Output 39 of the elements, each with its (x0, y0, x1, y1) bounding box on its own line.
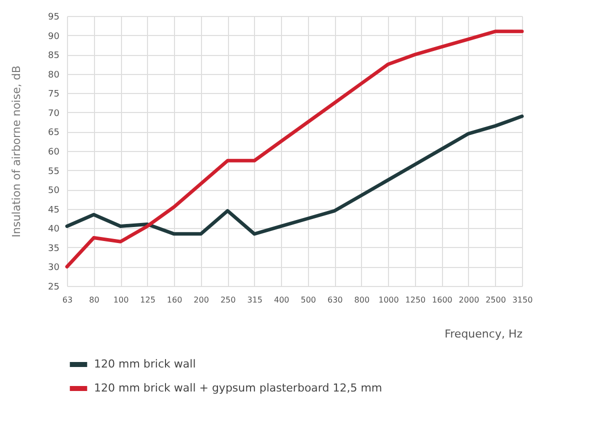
line-series (65, 114, 524, 236)
y-tick-label: 80 (48, 70, 60, 80)
x-tick-label: 160 (166, 296, 182, 304)
y-tick-label: 60 (48, 148, 60, 158)
x-tick-label: 2500 (486, 296, 506, 304)
line-series (65, 30, 524, 268)
y-tick-label: 85 (48, 51, 60, 62)
x-tick-label: 1250 (405, 296, 426, 304)
x-tick-label: 100 (113, 296, 129, 304)
y-tick-label: 90 (48, 32, 60, 42)
y-tick-label: 75 (48, 90, 60, 100)
y-tick-label: 65 (48, 128, 60, 138)
x-tick-label: 500 (300, 296, 316, 304)
y-tick-label: 30 (48, 263, 60, 274)
x-tick-label: 63 (62, 296, 73, 304)
x-tick-label: 800 (354, 296, 370, 304)
x-axis-title: Frequency, Hz (444, 328, 523, 340)
x-tick-label: 125 (140, 296, 156, 304)
y-tick-label: 95 (48, 12, 60, 22)
x-tick-label: 400 (274, 296, 290, 304)
x-tick-label: 3150 (512, 296, 533, 304)
y-tick-label: 40 (48, 224, 60, 235)
y-tick-label: 55 (48, 166, 60, 177)
x-tick-label: 315 (247, 296, 262, 304)
x-tick-label: 1000 (378, 296, 399, 304)
y-tick-label: 25 (48, 282, 60, 292)
x-tick-label: 630 (328, 296, 343, 304)
x-tick-label: 80 (89, 296, 100, 304)
y-tick-label: 50 (48, 186, 60, 196)
x-tick-label: 1600 (432, 296, 452, 304)
x-tick-label: 250 (220, 296, 236, 304)
legend-label: 120 mm brick wall (94, 358, 196, 370)
y-axis-title: Insulation of airborne noise, dB (10, 66, 24, 238)
y-tick-label: 45 (48, 205, 60, 216)
legend-label: 120 mm brick wall + gypsum plasterboard 12,5 mm (94, 382, 382, 394)
y-tick-label: 35 (48, 244, 60, 254)
x-tick-label: 200 (194, 296, 209, 304)
y-tick-label: 70 (48, 108, 60, 119)
x-tick-label: 2000 (458, 296, 480, 304)
